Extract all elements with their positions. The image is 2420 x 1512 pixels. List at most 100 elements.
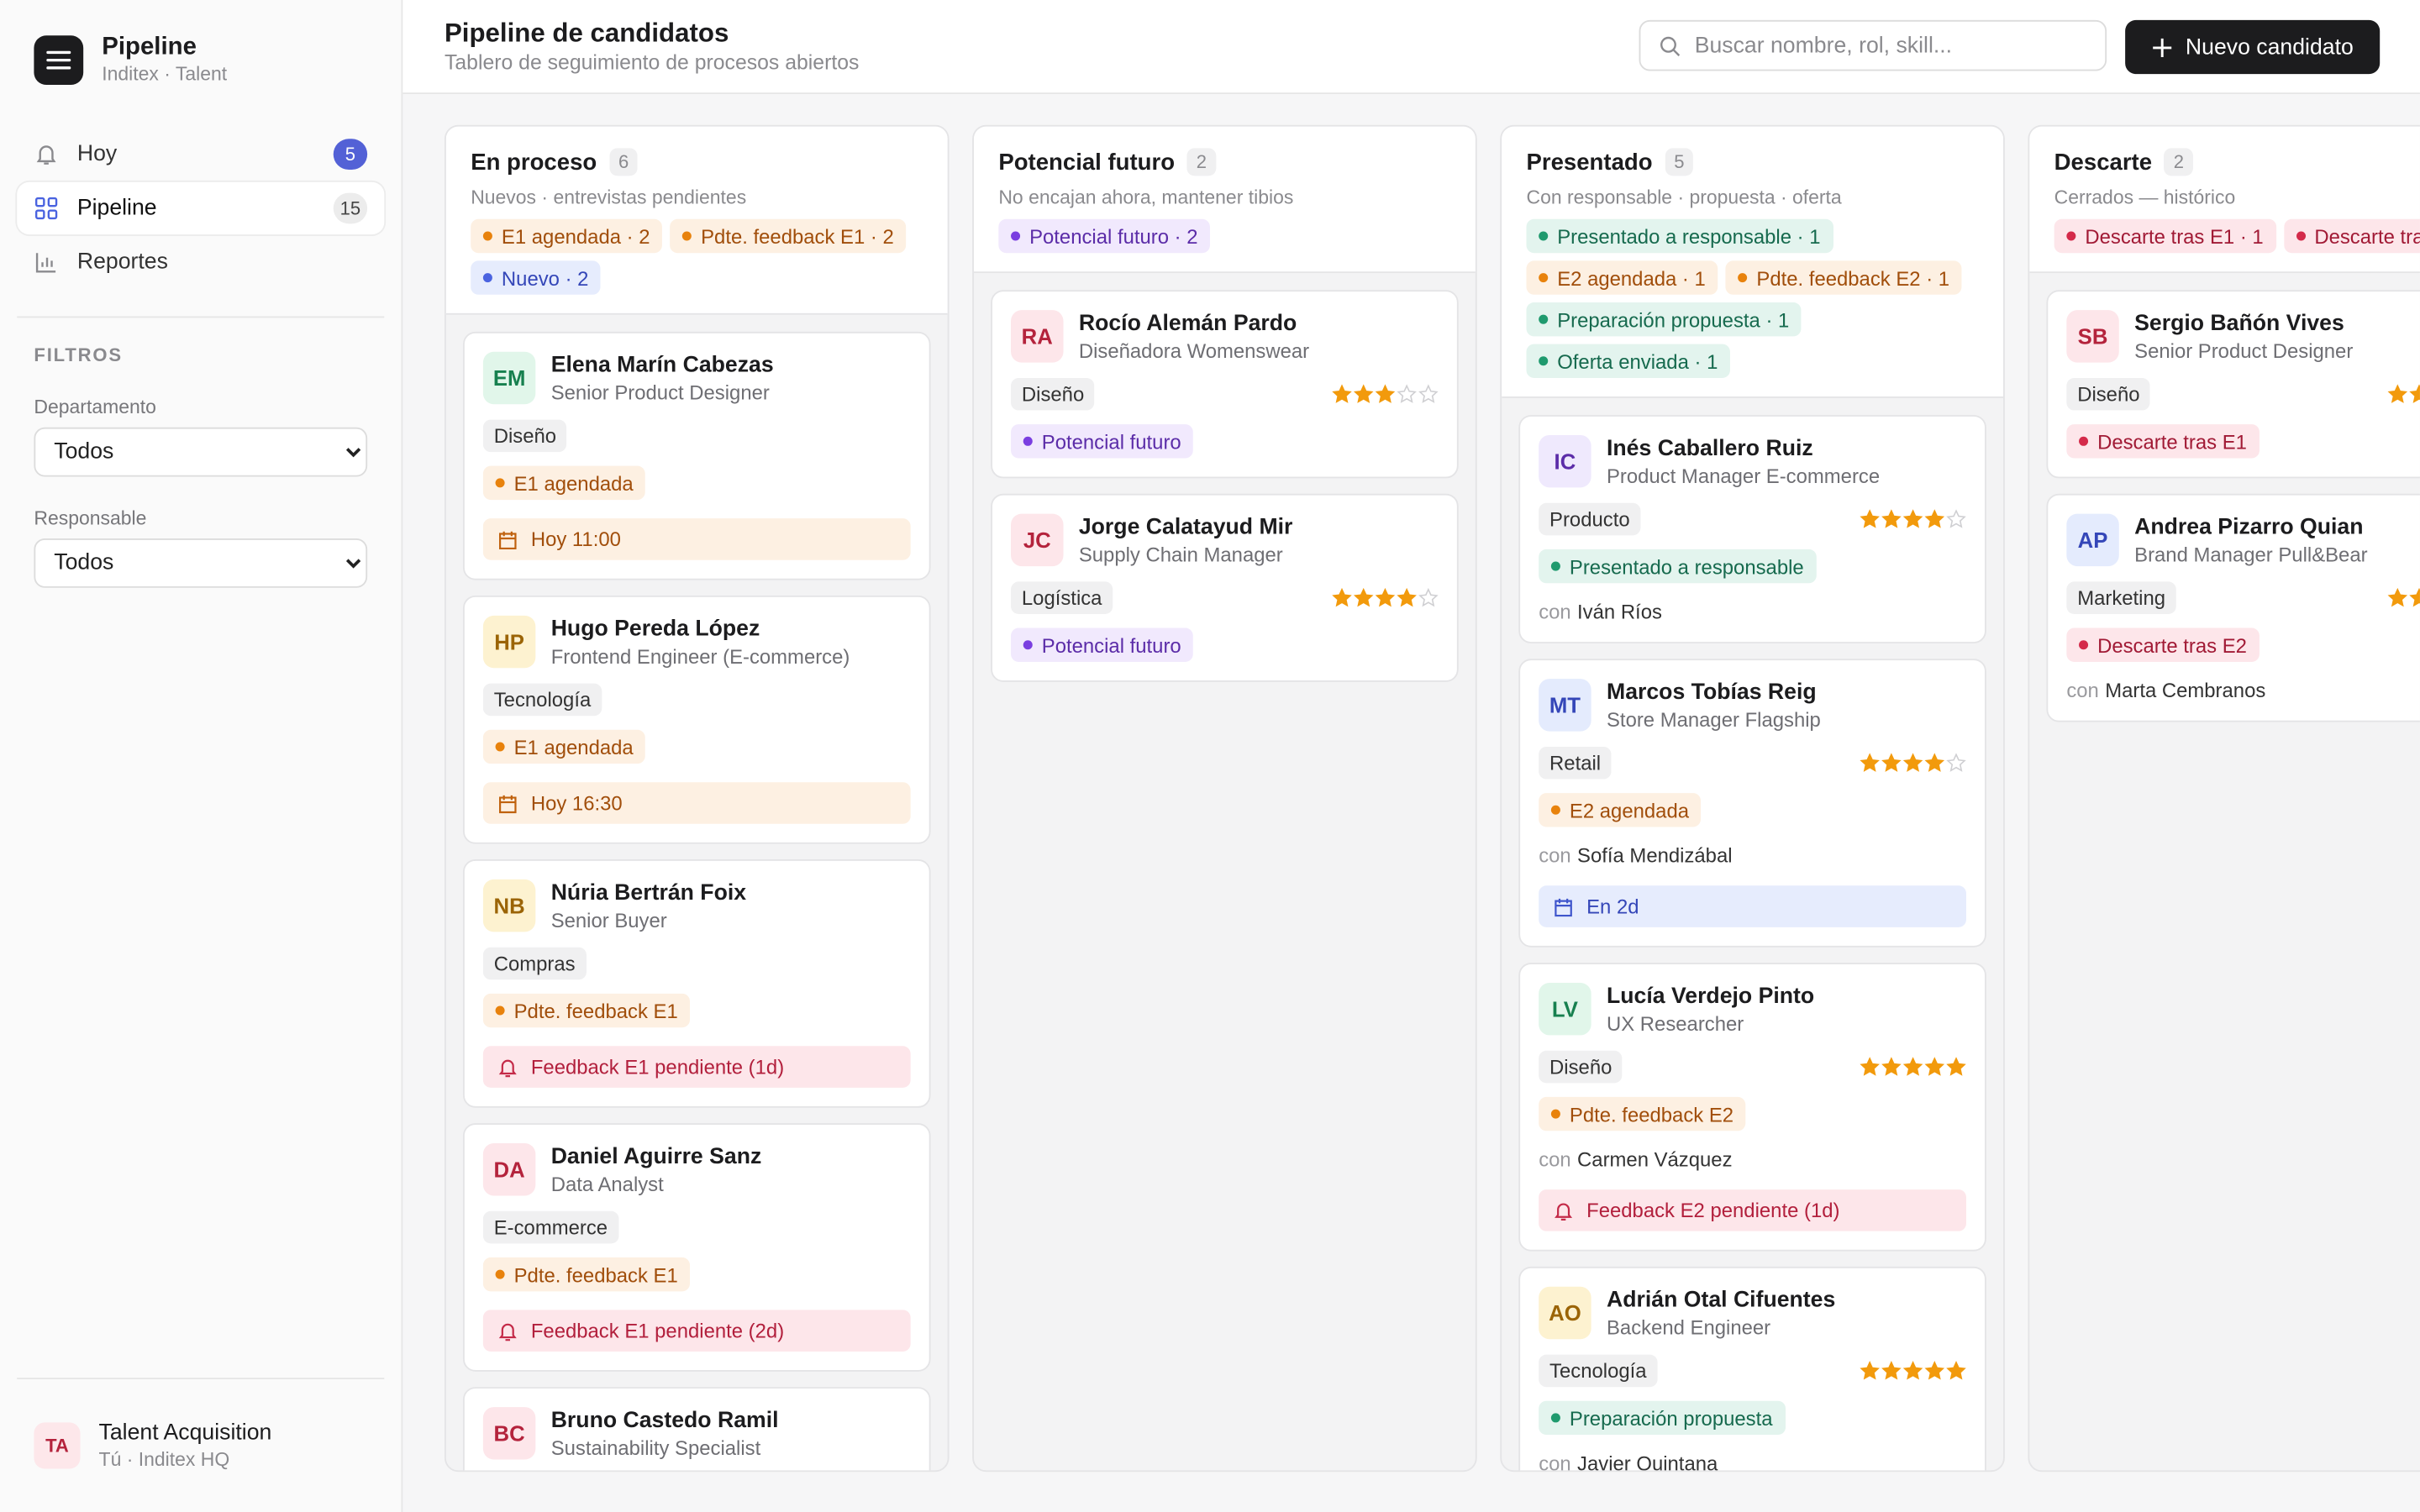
candidate-name: Núria Bertrán Foix <box>550 880 747 906</box>
candidate-card[interactable]: RA Rocío Alemán Pardo Diseñadora Womenswea… <box>991 290 1459 479</box>
candidate-name: Hugo Pereda López <box>550 617 760 643</box>
filter-select[interactable]: Todos <box>34 427 368 477</box>
candidate-role: Brand Manager Pull&Bear <box>2134 543 2368 567</box>
card-meta: Retail <box>1539 746 1966 780</box>
column-title: En proceso <box>471 149 597 176</box>
candidate-card[interactable]: AP Andrea Pizarro Quian Brand Manager Pull… <box>2046 493 2420 722</box>
rating <box>1860 1361 1966 1381</box>
column-subtitle: Nuevos · entrevistas pendientes <box>471 186 747 208</box>
note-text: Feedback E1 pendiente (1d) <box>530 1055 785 1079</box>
sidebar: Pipeline Inditex · Talent Hoy 5 Pipeline 15… <box>0 0 403 1512</box>
card-head: MT Marcos Tobías Reig Store Manager Flagsh… <box>1539 679 1966 732</box>
candidate-card[interactable]: AO Adrián Otal Cifuentes Backend Engineer T… <box>1518 1266 1986 1473</box>
owner-prefix: con <box>1539 1452 1571 1473</box>
status-pill: E1 agendada <box>482 465 646 501</box>
candidate-card[interactable]: MT Marcos Tobías Reig Store Manager Flagsh… <box>1518 659 1986 948</box>
status-row: Pdte. feedback E2 <box>1539 1096 1966 1131</box>
chart-icon <box>35 253 56 273</box>
star-filled <box>1902 509 1923 528</box>
search-input[interactable]: Buscar nombre, rol, skill... <box>1639 19 2107 71</box>
department-tag: Diseño <box>2066 377 2151 411</box>
status-dot <box>2066 231 2076 241</box>
card-identity: Lucía Verdejo Pinto UX Researcher <box>1607 983 1814 1036</box>
card-head: EM Elena Marín Cabezas Senior Product Desi… <box>482 351 911 405</box>
nav-item[interactable]: Pipeline 15 <box>17 181 385 235</box>
status-dot <box>1539 273 1549 283</box>
summary-tag-label: Descarte tras E2 · 1 <box>2314 224 2420 248</box>
card-meta: Tecnología <box>1539 1354 1966 1388</box>
status-dot <box>495 1005 505 1016</box>
separator <box>17 316 385 318</box>
menu-button[interactable] <box>34 34 84 85</box>
candidate-role: Senior Product Designer <box>2134 339 2354 363</box>
rating <box>1332 384 1439 404</box>
candidate-card[interactable]: EM Elena Marín Cabezas Senior Product Desi… <box>463 331 931 580</box>
card-identity: Andrea Pizarro Quian Brand Manager Pull&B… <box>2134 514 2367 566</box>
card-meta: Logística <box>1011 581 1439 615</box>
avatar: MT <box>1539 679 1591 732</box>
department-tag: E-commerce <box>482 1210 618 1244</box>
card-head: BC Bruno Castedo Ramil Sustainability Spec… <box>482 1407 911 1460</box>
status-pill: E2 agendada <box>1539 793 1702 827</box>
avatar: RA <box>1011 310 1064 363</box>
candidate-card[interactable]: LV Lucía Verdejo Pinto UX Researcher Diseño… <box>1518 963 1986 1252</box>
star-filled <box>1924 1057 1945 1076</box>
user-avatar: TA <box>34 1422 81 1469</box>
star-filled <box>1332 587 1352 607</box>
filter-select[interactable]: Todos <box>34 538 368 588</box>
summary-tag: Pdte. feedback E2 · 1 <box>1725 260 1962 295</box>
note: Feedback E2 pendiente (1d) <box>1539 1189 1966 1231</box>
candidate-card[interactable]: BC Bruno Castedo Ramil Sustainability Spec… <box>463 1387 931 1471</box>
page-title: Pipeline de candidatos <box>444 18 729 48</box>
summary-tag-label: E2 agendada · 1 <box>1557 265 1706 290</box>
department-tag: Marketing <box>2066 581 2176 615</box>
column-subtitle: No encajan ahora, mantener tibios <box>998 186 1294 208</box>
column-header: Presentado 5 Con responsable · propuesta ·… <box>1502 126 2004 398</box>
nav-item[interactable]: Reportes <box>17 236 384 288</box>
status-dot <box>682 231 692 241</box>
new-candidate-button[interactable]: Nuevo candidato <box>2125 19 2381 75</box>
candidate-card[interactable]: HP Hugo Pereda López Frontend Engineer (E-… <box>463 595 931 844</box>
candidate-card[interactable]: JC Jorge Calatayud Mir Supply Chain Manage… <box>991 493 1459 682</box>
menu-icon <box>46 50 71 69</box>
nav-item[interactable]: Hoy 5 <box>17 128 384 180</box>
status-pill-label: Preparación propuesta <box>1569 1406 1773 1430</box>
card-head: AO Adrián Otal Cifuentes Backend Engineer <box>1539 1286 1966 1340</box>
card-meta: Tecnología <box>482 683 911 717</box>
card-list: IC Inés Caballero Ruiz Product Manager E-c… <box>1502 398 2003 1473</box>
candidate-card[interactable]: NB Núria Bertrán Foix Senior Buyer Compras P… <box>463 859 931 1108</box>
user[interactable]: TA Talent Acquisition Tú · Inditex HQ <box>17 1378 385 1512</box>
department-tag: Logística <box>1011 581 1113 615</box>
candidate-card[interactable]: DA Daniel Aguirre Sanz Data Analyst E-comme… <box>463 1123 931 1372</box>
card-head: NB Núria Bertrán Foix Senior Buyer <box>482 879 911 932</box>
card-identity: Daniel Aguirre Sanz Data Analyst <box>550 1143 762 1196</box>
owner-prefix: con <box>1539 1147 1571 1172</box>
column-tags: Descarte tras E1 · 1 Descarte tras E2 · 1 <box>2054 218 2420 254</box>
column-tags: E1 agendada · 2 Pdte. feedback E1 · 2 Nuev… <box>471 218 934 295</box>
status-dot <box>2079 436 2089 446</box>
star-empty <box>1397 384 1417 403</box>
candidate-card[interactable]: IC Inés Caballero Ruiz Product Manager E-c… <box>1518 415 1986 643</box>
candidate-role: Data Analyst <box>550 1172 664 1196</box>
card-list: SB Sergio Bañón Vives Senior Product Desig… <box>2029 273 2420 754</box>
note: En 2d <box>1539 885 1966 927</box>
note: Hoy 11:00 <box>482 518 911 560</box>
status-pill-label: Descarte tras E1 <box>2097 429 2247 454</box>
card-meta: Diseño <box>1539 1050 1966 1084</box>
summary-tag-label: Pdte. feedback E2 · 1 <box>1756 265 1950 290</box>
status-pill: Potencial futuro <box>1011 627 1194 662</box>
status-dot <box>495 478 505 488</box>
status-pill: Preparación propuesta <box>1539 1400 1786 1436</box>
status-row: E2 agendada <box>1539 793 1966 827</box>
status-row: Descarte tras E2 <box>2066 627 2420 662</box>
status-dot <box>495 1269 505 1279</box>
candidate-card[interactable]: SB Sergio Bañón Vives Senior Product Desig… <box>2046 290 2420 479</box>
candidate-name: Inés Caballero Ruiz <box>1607 436 1813 462</box>
status-row: Pdte. feedback E1 <box>482 1257 911 1292</box>
star-filled <box>2409 384 2420 403</box>
card-identity: Sergio Bañón Vives Senior Product Designe… <box>2134 310 2354 363</box>
card-head: IC Inés Caballero Ruiz Product Manager E-c… <box>1539 434 1966 488</box>
status-row: Descarte tras E1 <box>2066 424 2420 459</box>
button-label: Nuevo candidato <box>2185 34 2354 60</box>
